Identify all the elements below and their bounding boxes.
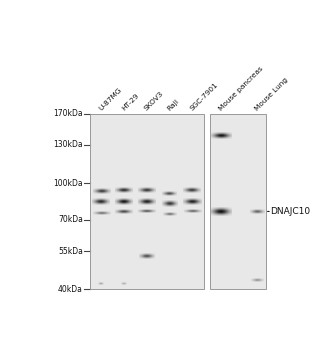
- Text: Mouse pancreas: Mouse pancreas: [218, 65, 264, 112]
- Text: Mouse Lung: Mouse Lung: [254, 76, 290, 112]
- Bar: [210, 114, 266, 289]
- Text: HT-29: HT-29: [121, 92, 140, 112]
- Text: 170kDa: 170kDa: [53, 110, 83, 118]
- Text: 130kDa: 130kDa: [53, 140, 83, 149]
- Bar: [210, 114, 266, 289]
- Bar: [90, 114, 203, 289]
- Text: SGC-7901: SGC-7901: [189, 81, 219, 112]
- Text: 100kDa: 100kDa: [53, 178, 83, 188]
- Text: 70kDa: 70kDa: [58, 216, 83, 224]
- Text: 55kDa: 55kDa: [58, 247, 83, 256]
- Text: Raji: Raji: [166, 98, 180, 112]
- Bar: [90, 114, 203, 289]
- Text: 40kDa: 40kDa: [58, 285, 83, 294]
- Text: DNAJC10: DNAJC10: [270, 207, 310, 216]
- Text: SKOV3: SKOV3: [143, 90, 165, 112]
- Text: U-87MG: U-87MG: [98, 86, 123, 112]
